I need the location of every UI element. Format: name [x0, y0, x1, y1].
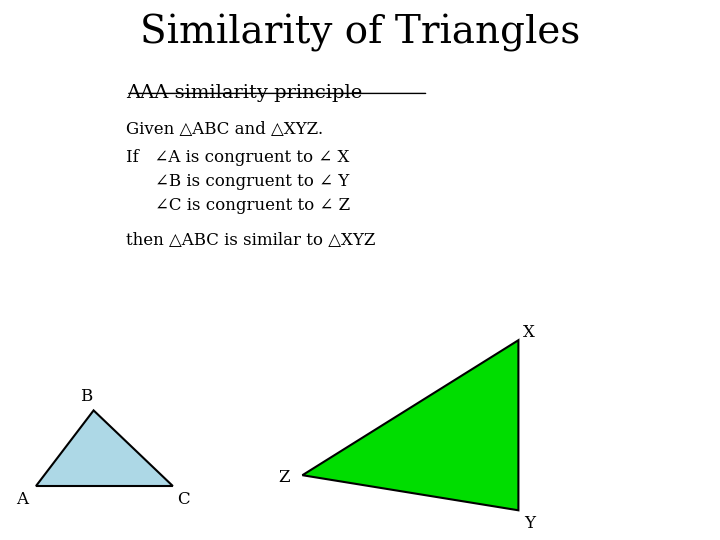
Text: If   ∠A is congruent to ∠ X: If ∠A is congruent to ∠ X — [126, 148, 349, 165]
Text: C: C — [177, 491, 190, 508]
Text: ∠B is congruent to ∠ Y: ∠B is congruent to ∠ Y — [155, 173, 349, 190]
Text: B: B — [80, 388, 93, 406]
Polygon shape — [36, 410, 173, 486]
Text: Similarity of Triangles: Similarity of Triangles — [140, 14, 580, 51]
Text: Z: Z — [279, 469, 290, 487]
Text: A: A — [16, 491, 27, 508]
Text: AAA similarity principle: AAA similarity principle — [126, 84, 362, 102]
Polygon shape — [302, 340, 518, 510]
Text: ∠C is congruent to ∠ Z: ∠C is congruent to ∠ Z — [155, 197, 350, 214]
Text: Y: Y — [523, 515, 535, 532]
Text: Given △ABC and △XYZ.: Given △ABC and △XYZ. — [126, 122, 323, 138]
Text: X: X — [523, 323, 535, 341]
Text: then △ABC is similar to △XYZ: then △ABC is similar to △XYZ — [126, 232, 375, 249]
